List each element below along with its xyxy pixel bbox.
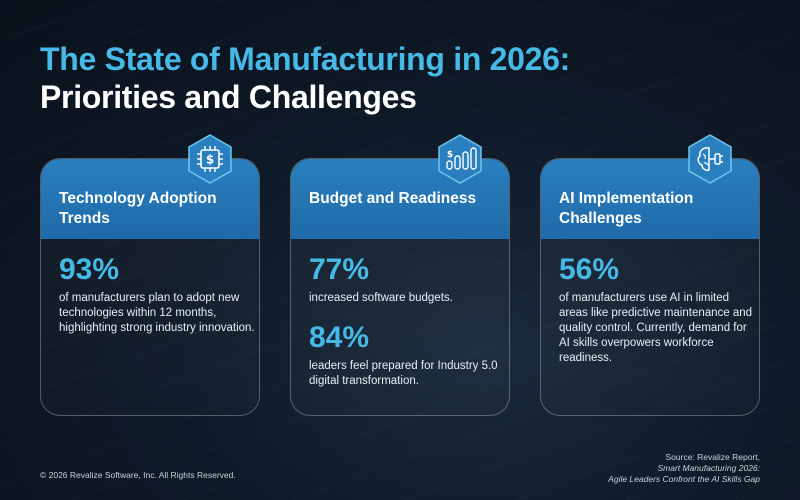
stat-description: of manufacturers plan to adopt new techn…: [59, 292, 255, 334]
stat-description: leaders feel prepared for Industry 5.0 d…: [309, 360, 498, 387]
svg-text:$: $: [447, 150, 453, 160]
source-title-line: Smart Manufacturing 2026:: [657, 463, 760, 473]
stat-description: increased software budgets.: [309, 292, 453, 304]
source-title-line: Agile Leaders Confront the AI Skills Gap: [608, 474, 760, 484]
budget-bars-icon: $: [438, 134, 482, 184]
card-title: AI Implementation Challenges: [559, 190, 694, 227]
svg-text:$: $: [206, 153, 214, 167]
chip-dollar-icon: $: [188, 134, 232, 184]
card-ai-implementation: AI Implementation Challenges 56% of manu…: [540, 158, 760, 416]
card-budget-readiness: Budget and Readiness 77% increased softw…: [290, 158, 510, 416]
card-title: Technology Adoption Trends: [59, 190, 217, 227]
stat-value: 77%: [309, 253, 370, 286]
stat-description: of manufacturers use AI in limited areas…: [559, 292, 753, 364]
ai-brain-icon: [688, 134, 732, 184]
stat-value: 93%: [59, 253, 120, 286]
copyright-text: © 2026 Revalize Software, Inc. All Right…: [40, 470, 236, 480]
stat-value: 84%: [309, 321, 370, 354]
source-line: Source: Revalize Report,: [665, 452, 761, 462]
title-line-2: Priorities and Challenges: [40, 79, 417, 115]
card-title: Budget and Readiness: [309, 190, 477, 207]
title-line-1: The State of Manufacturing in 2026:: [40, 41, 571, 77]
source-citation: Source: Revalize Report, Smart Manufactu…: [608, 452, 760, 485]
card-technology-adoption: Technology Adoption Trends 93% of manufa…: [40, 158, 260, 416]
page-title: The State of Manufacturing in 2026: Prio…: [40, 40, 570, 116]
stat-value: 56%: [559, 253, 620, 286]
